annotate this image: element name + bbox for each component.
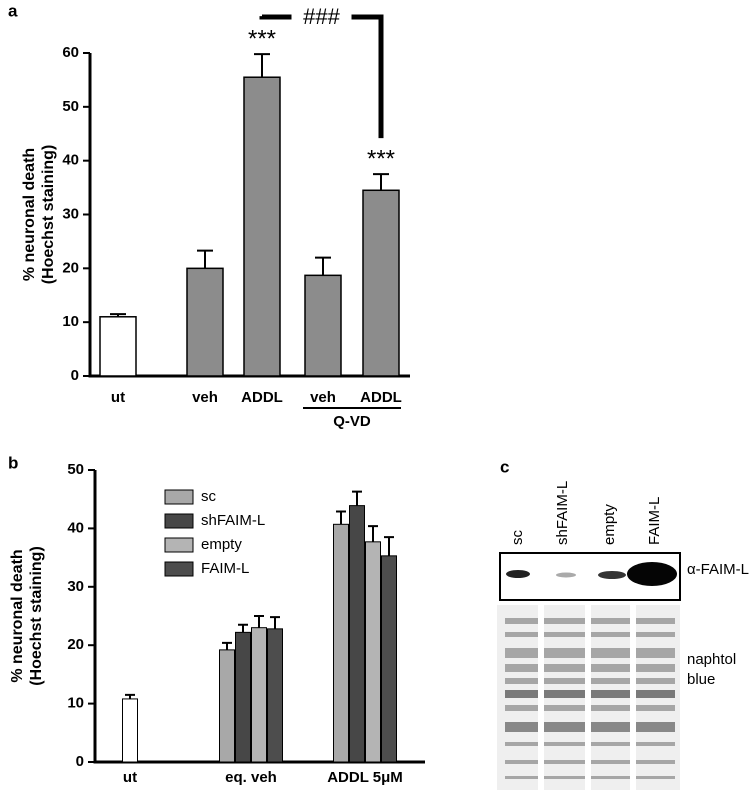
y-tick-label: 0 xyxy=(71,367,79,384)
band-label: α-FAIM-L xyxy=(687,561,749,578)
error-bar xyxy=(197,249,213,269)
band xyxy=(598,571,626,579)
band xyxy=(556,572,576,578)
panel-label: b xyxy=(8,453,18,472)
error-bar xyxy=(238,623,248,633)
bar xyxy=(219,649,235,763)
lane-label: sc xyxy=(509,530,526,546)
error-bar xyxy=(384,536,394,556)
x-tick-label: ADDL xyxy=(241,389,283,406)
error-bar xyxy=(368,525,378,542)
comparison-label: ### xyxy=(303,4,340,29)
y-tick-label: 20 xyxy=(62,259,79,276)
error-bar xyxy=(373,173,389,191)
bar xyxy=(333,523,349,763)
error-bar xyxy=(110,313,126,317)
lane-label: empty xyxy=(601,504,618,545)
error-bar xyxy=(270,616,280,629)
bar xyxy=(235,631,251,763)
legend-swatch xyxy=(164,489,194,505)
error-bar xyxy=(254,615,264,628)
bar xyxy=(99,316,137,377)
panel-label: c xyxy=(500,457,509,476)
error-bar xyxy=(222,641,232,650)
x-tick-label: veh xyxy=(310,389,336,406)
bar xyxy=(267,628,283,763)
y-tick-label: 10 xyxy=(67,695,84,712)
label-bg xyxy=(291,5,352,29)
error-bar xyxy=(336,510,346,525)
x-tick-label: ut xyxy=(111,389,125,406)
legend-label: FAIM-L xyxy=(201,560,249,577)
error-bar xyxy=(352,490,362,506)
x-tick-label: veh xyxy=(192,389,218,406)
y-axis-label: (Hoechst staining) xyxy=(28,546,45,686)
y-tick-label: 30 xyxy=(62,205,79,222)
bar xyxy=(304,274,342,377)
legend-label: sc xyxy=(201,488,217,505)
stain-label: blue xyxy=(687,671,715,688)
lane-label: FAIM-L xyxy=(646,497,663,545)
bar xyxy=(349,505,365,763)
significance: *** xyxy=(248,25,276,52)
y-tick-label: 40 xyxy=(62,152,79,169)
y-tick-label: 30 xyxy=(67,578,84,595)
x-tick-label: ADDL 5μM xyxy=(327,769,403,786)
x-tick-label: ADDL xyxy=(360,389,402,406)
y-tick-label: 20 xyxy=(67,636,84,653)
legend-label: empty xyxy=(201,536,242,553)
bar xyxy=(381,555,397,763)
bar xyxy=(365,541,381,763)
bar xyxy=(251,627,267,763)
legend-swatch xyxy=(164,513,194,529)
legend-swatch xyxy=(164,561,194,577)
bar xyxy=(243,76,281,377)
bar xyxy=(186,267,224,377)
significance: *** xyxy=(367,145,395,172)
bar xyxy=(122,698,138,763)
legend-label: shFAIM-L xyxy=(201,512,265,529)
y-tick-label: 50 xyxy=(67,461,84,478)
y-axis-label: (Hoechst staining) xyxy=(40,145,57,285)
y-tick-label: 50 xyxy=(62,98,79,115)
legend-swatch xyxy=(164,537,194,553)
error-bar xyxy=(254,53,270,78)
y-axis-label: % neuronal death xyxy=(21,148,38,281)
y-tick-label: 10 xyxy=(62,313,79,330)
blot-image xyxy=(497,552,681,790)
lane-label: shFAIM-L xyxy=(554,481,571,545)
stain-label: naphtol xyxy=(687,651,736,668)
y-tick-label: 40 xyxy=(67,519,84,536)
y-tick-label: 60 xyxy=(62,44,79,61)
x-tick-label: ut xyxy=(123,769,137,786)
panel-label: a xyxy=(8,1,18,20)
y-axis-label: % neuronal death xyxy=(9,549,26,682)
group-label: Q-VD xyxy=(333,413,371,430)
y-tick-label: 0 xyxy=(76,753,84,770)
band xyxy=(627,562,677,586)
lane-gaps xyxy=(538,605,636,790)
error-bar xyxy=(315,256,331,276)
x-tick-label: eq. veh xyxy=(225,769,277,786)
band xyxy=(506,570,530,578)
error-bar xyxy=(125,693,135,699)
bar xyxy=(362,189,400,377)
